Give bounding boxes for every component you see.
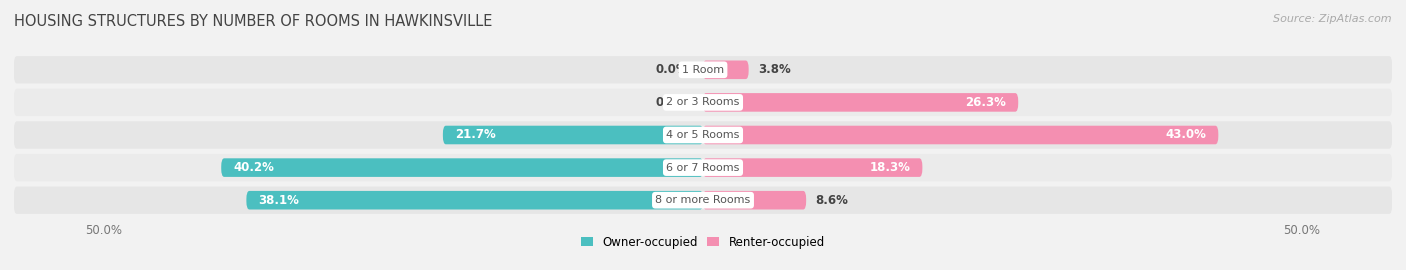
Text: 3.8%: 3.8% [758, 63, 790, 76]
FancyBboxPatch shape [703, 60, 748, 79]
FancyBboxPatch shape [14, 154, 1392, 181]
FancyBboxPatch shape [703, 158, 922, 177]
Text: 21.7%: 21.7% [456, 129, 496, 141]
Legend: Owner-occupied, Renter-occupied: Owner-occupied, Renter-occupied [576, 231, 830, 254]
FancyBboxPatch shape [14, 121, 1392, 149]
FancyBboxPatch shape [14, 89, 1392, 116]
Text: 8.6%: 8.6% [815, 194, 848, 207]
Text: 26.3%: 26.3% [966, 96, 1007, 109]
FancyBboxPatch shape [14, 187, 1392, 214]
FancyBboxPatch shape [703, 126, 1219, 144]
Text: 40.2%: 40.2% [233, 161, 274, 174]
Text: 43.0%: 43.0% [1166, 129, 1206, 141]
Text: 2 or 3 Rooms: 2 or 3 Rooms [666, 97, 740, 107]
Text: Source: ZipAtlas.com: Source: ZipAtlas.com [1274, 14, 1392, 23]
Text: 6 or 7 Rooms: 6 or 7 Rooms [666, 163, 740, 173]
FancyBboxPatch shape [443, 126, 703, 144]
FancyBboxPatch shape [221, 158, 703, 177]
FancyBboxPatch shape [246, 191, 703, 210]
FancyBboxPatch shape [703, 191, 806, 210]
Text: 8 or more Rooms: 8 or more Rooms [655, 195, 751, 205]
FancyBboxPatch shape [703, 93, 1018, 112]
Text: 18.3%: 18.3% [869, 161, 910, 174]
Text: 0.0%: 0.0% [657, 63, 689, 76]
Text: 1 Room: 1 Room [682, 65, 724, 75]
Text: 38.1%: 38.1% [259, 194, 299, 207]
FancyBboxPatch shape [14, 56, 1392, 83]
Text: HOUSING STRUCTURES BY NUMBER OF ROOMS IN HAWKINSVILLE: HOUSING STRUCTURES BY NUMBER OF ROOMS IN… [14, 14, 492, 29]
Text: 4 or 5 Rooms: 4 or 5 Rooms [666, 130, 740, 140]
Text: 0.0%: 0.0% [657, 96, 689, 109]
